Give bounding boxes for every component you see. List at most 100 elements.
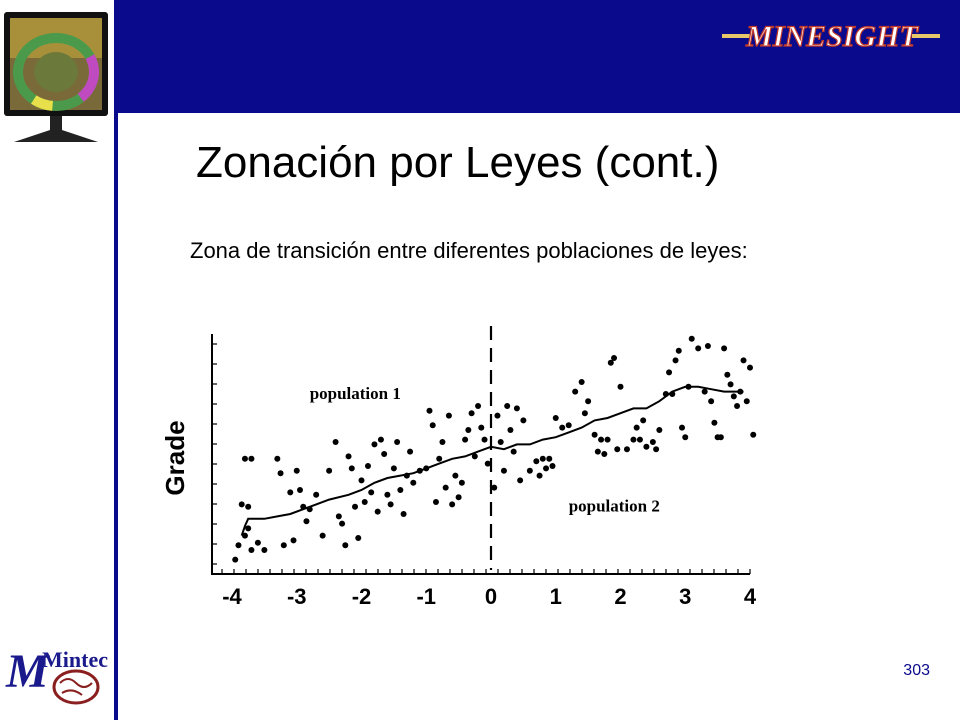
data-point [445, 412, 452, 419]
data-point [623, 446, 630, 453]
data-point [666, 369, 673, 376]
data-point [364, 463, 371, 469]
data-point [277, 470, 284, 477]
data-point [465, 427, 472, 433]
data-point [352, 503, 359, 510]
data-point [400, 511, 407, 517]
data-point [358, 477, 365, 484]
data-point [734, 403, 741, 409]
data-point [326, 467, 333, 474]
svg-text:M: M [5, 645, 51, 698]
data-point [617, 383, 624, 390]
data-point [371, 441, 378, 448]
data-point [261, 547, 268, 553]
minesight-logo-text: MINESIGHT [745, 20, 919, 53]
data-point [254, 539, 261, 546]
data-point [520, 417, 527, 424]
annotation-population-1: population 1 [310, 384, 401, 403]
x-tick-label: -3 [287, 584, 307, 609]
data-point [730, 393, 737, 400]
data-point [701, 388, 708, 395]
data-point [377, 436, 384, 443]
data-point [708, 398, 715, 405]
data-point [581, 410, 588, 417]
data-point [585, 398, 592, 405]
data-point [630, 436, 637, 443]
data-point [355, 535, 362, 541]
data-point [491, 484, 498, 491]
data-point [245, 525, 252, 532]
data-point [640, 417, 647, 424]
data-point [319, 532, 326, 539]
data-point [607, 359, 614, 366]
data-point [478, 424, 485, 431]
data-point [293, 467, 300, 474]
data-point [407, 448, 414, 455]
data-point [526, 467, 533, 474]
data-point [695, 345, 702, 352]
data-point [633, 424, 640, 431]
x-tick-label: -4 [222, 584, 242, 609]
data-point [614, 446, 621, 453]
data-point [747, 364, 753, 371]
data-point [238, 501, 245, 508]
mintec-logo: M Mintec [5, 645, 108, 705]
data-point [248, 455, 255, 462]
x-tick-label: -2 [352, 584, 372, 609]
data-point [724, 371, 731, 378]
data-point [656, 427, 663, 433]
data-point [303, 518, 310, 525]
x-tick-label: 4 [744, 584, 757, 609]
data-point [679, 424, 686, 431]
monitor-icon [4, 12, 108, 142]
data-point [248, 547, 255, 553]
data-point [345, 453, 352, 460]
data-point [572, 388, 579, 395]
data-point [361, 499, 368, 505]
data-point [500, 467, 507, 474]
data-point [594, 448, 601, 455]
data-point [384, 491, 391, 498]
data-point [449, 501, 456, 508]
data-point [274, 455, 281, 462]
data-point [510, 448, 517, 455]
axis-lines [211, 334, 750, 575]
data-point [578, 379, 585, 385]
data-point [455, 494, 462, 501]
data-point [536, 472, 543, 479]
data-point [468, 410, 475, 417]
data-point [598, 436, 605, 443]
data-point [232, 556, 239, 563]
data-point [688, 335, 695, 342]
data-point [387, 501, 394, 508]
data-point [296, 487, 303, 493]
data-point [429, 422, 436, 429]
data-point [339, 520, 346, 527]
slide-subtitle: Zona de transición entre diferentes pobl… [190, 238, 748, 263]
data-point [517, 477, 524, 484]
data-point [458, 479, 465, 486]
data-point [381, 451, 388, 457]
data-point [740, 357, 747, 364]
x-tick-label: 1 [550, 584, 562, 609]
data-point [504, 403, 511, 409]
minesight-logo: MINESIGHT [722, 19, 940, 54]
x-tick-label: 0 [485, 584, 497, 609]
data-point [711, 419, 718, 426]
data-point [348, 465, 355, 472]
x-tick-label: 2 [614, 584, 626, 609]
data-point [442, 484, 449, 491]
data-point [601, 451, 608, 457]
data-point [543, 465, 550, 472]
data-point [335, 513, 342, 520]
data-point [436, 455, 443, 462]
header-band [118, 0, 960, 113]
annotation-population-2: population 2 [569, 497, 660, 516]
trend-line [240, 385, 744, 536]
x-tick-label: -1 [416, 584, 436, 609]
data-point [374, 508, 381, 515]
data-point [653, 446, 660, 453]
slide-title: Zonación por Leyes (cont.) [196, 138, 720, 187]
data-point [368, 489, 375, 496]
data-point [313, 491, 320, 498]
